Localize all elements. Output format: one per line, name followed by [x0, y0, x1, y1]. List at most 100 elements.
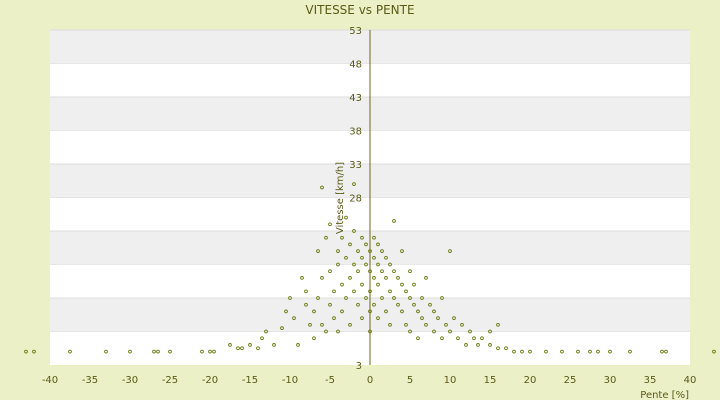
x-tick-label: 30 — [604, 375, 617, 386]
data-point — [376, 262, 380, 267]
data-point — [348, 242, 352, 247]
data-point — [320, 276, 324, 280]
data-point — [456, 336, 460, 341]
data-point — [596, 349, 600, 354]
data-point — [392, 296, 396, 300]
data-point — [360, 235, 364, 240]
data-point — [296, 343, 300, 347]
data-point — [412, 302, 416, 307]
data-point — [384, 309, 388, 314]
data-point — [312, 309, 316, 314]
data-point — [316, 249, 320, 253]
data-point — [260, 336, 264, 341]
data-point — [372, 235, 376, 240]
data-point — [316, 296, 320, 300]
data-point — [408, 269, 412, 274]
data-point — [588, 349, 592, 354]
data-point — [348, 322, 352, 327]
x-tick-label: 0 — [367, 375, 373, 386]
y-tick-label: 53 — [349, 26, 362, 37]
data-point — [392, 269, 396, 274]
data-point — [388, 289, 392, 294]
data-point — [340, 282, 344, 287]
data-point — [304, 289, 308, 294]
data-point — [452, 316, 456, 320]
data-point — [388, 322, 392, 327]
data-point — [344, 215, 348, 220]
data-point — [388, 262, 392, 267]
y-axis: 3 28 33 38 43 48 53 — [349, 26, 371, 372]
data-point — [380, 269, 384, 274]
data-point — [396, 302, 400, 307]
x-tick-label: 5 — [407, 375, 413, 386]
data-point — [352, 289, 356, 294]
data-point — [560, 349, 564, 354]
x-axis-label: Pente [%] — [640, 390, 689, 400]
data-point — [352, 262, 356, 267]
data-point — [488, 343, 492, 347]
data-point — [416, 309, 420, 314]
data-point — [396, 276, 400, 280]
data-point — [300, 276, 304, 280]
x-tick-label: -35 — [82, 375, 98, 386]
data-point — [660, 349, 664, 354]
data-point — [328, 269, 332, 274]
data-point — [448, 249, 452, 253]
data-point — [496, 346, 500, 351]
y-tick-label: 28 — [349, 194, 362, 205]
data-point — [476, 343, 480, 347]
data-point — [424, 322, 428, 327]
data-point — [272, 343, 276, 347]
data-point — [448, 329, 452, 334]
data-point — [332, 289, 336, 294]
data-point — [368, 289, 372, 294]
data-point — [336, 262, 340, 267]
data-point — [520, 349, 524, 354]
data-point — [544, 349, 548, 354]
data-point — [332, 316, 336, 320]
data-point — [444, 322, 448, 327]
data-point — [384, 255, 388, 260]
x-tick-label: 20 — [524, 375, 537, 386]
data-point — [380, 296, 384, 300]
x-tick-label: -30 — [122, 375, 138, 386]
data-point — [464, 343, 468, 347]
data-point — [432, 329, 436, 334]
data-point — [528, 349, 532, 354]
data-point — [320, 185, 324, 190]
data-point — [416, 336, 420, 341]
data-point — [344, 255, 348, 260]
data-point — [368, 249, 372, 253]
x-tick-label: 10 — [444, 375, 457, 386]
data-point — [408, 329, 412, 334]
data-point — [340, 235, 344, 240]
data-points — [24, 182, 716, 354]
data-point — [488, 329, 492, 334]
data-point — [32, 349, 36, 354]
data-point — [440, 296, 444, 300]
data-point — [236, 346, 240, 351]
x-tick-label: 15 — [484, 375, 497, 386]
data-point — [432, 309, 436, 314]
data-point — [368, 329, 372, 334]
data-point — [368, 269, 372, 274]
y-tick-label: 43 — [349, 93, 362, 104]
x-tick-label: -10 — [282, 375, 298, 386]
data-point — [372, 302, 376, 307]
x-tick-label: -40 — [42, 375, 58, 386]
data-point — [480, 336, 484, 341]
data-point — [312, 336, 316, 341]
data-point — [344, 296, 348, 300]
data-point — [420, 316, 424, 320]
chart-title: VITESSE vs PENTE — [305, 3, 414, 17]
data-point — [200, 349, 204, 354]
data-point — [352, 182, 356, 186]
data-point — [400, 309, 404, 314]
data-point — [352, 229, 356, 233]
x-tick-label: -15 — [242, 375, 258, 386]
y-tick-label: 38 — [349, 127, 362, 138]
data-point — [208, 349, 212, 354]
data-point — [304, 302, 308, 307]
data-point — [496, 322, 500, 327]
data-point — [152, 349, 156, 354]
